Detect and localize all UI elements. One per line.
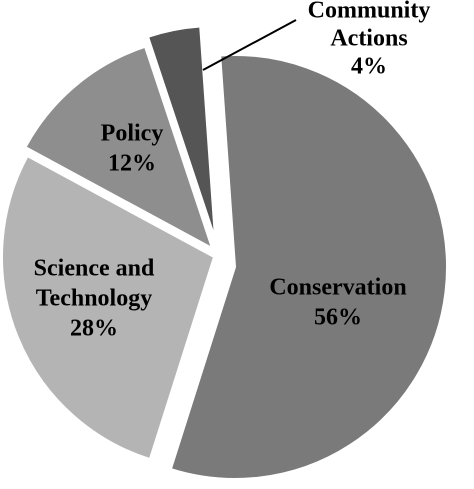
slice-label: Community: [308, 0, 431, 24]
pie-slice: [1, 154, 216, 461]
slice-label: Technology: [36, 286, 152, 312]
slice-label: Actions: [330, 26, 407, 52]
pie-slice: [24, 45, 214, 251]
pie-slice: [169, 54, 448, 480]
slice-label: Science and: [34, 256, 155, 282]
slice-value-label: 12%: [108, 151, 156, 177]
slice-value-label: 56%: [314, 305, 362, 331]
slice-label: Policy: [101, 121, 164, 147]
slice-label-group: Individual andCommunityActions4%: [293, 0, 445, 80]
pie-slices: [1, 25, 448, 480]
slice-value-label: 28%: [70, 316, 118, 342]
pie-slice: [146, 25, 216, 239]
pie-labels: Conservation 56% Science and Technology 28% P…: [34, 0, 445, 342]
leader-line: [202, 19, 297, 71]
slice-label-group: Conservation 56%: [269, 275, 406, 331]
slice-value-label: 4%: [351, 54, 387, 80]
slice-label: Conservation: [269, 275, 406, 301]
slice-label-group: Science and Technology 28%: [34, 256, 155, 342]
slice-label-group: Policy 12%: [101, 121, 164, 177]
